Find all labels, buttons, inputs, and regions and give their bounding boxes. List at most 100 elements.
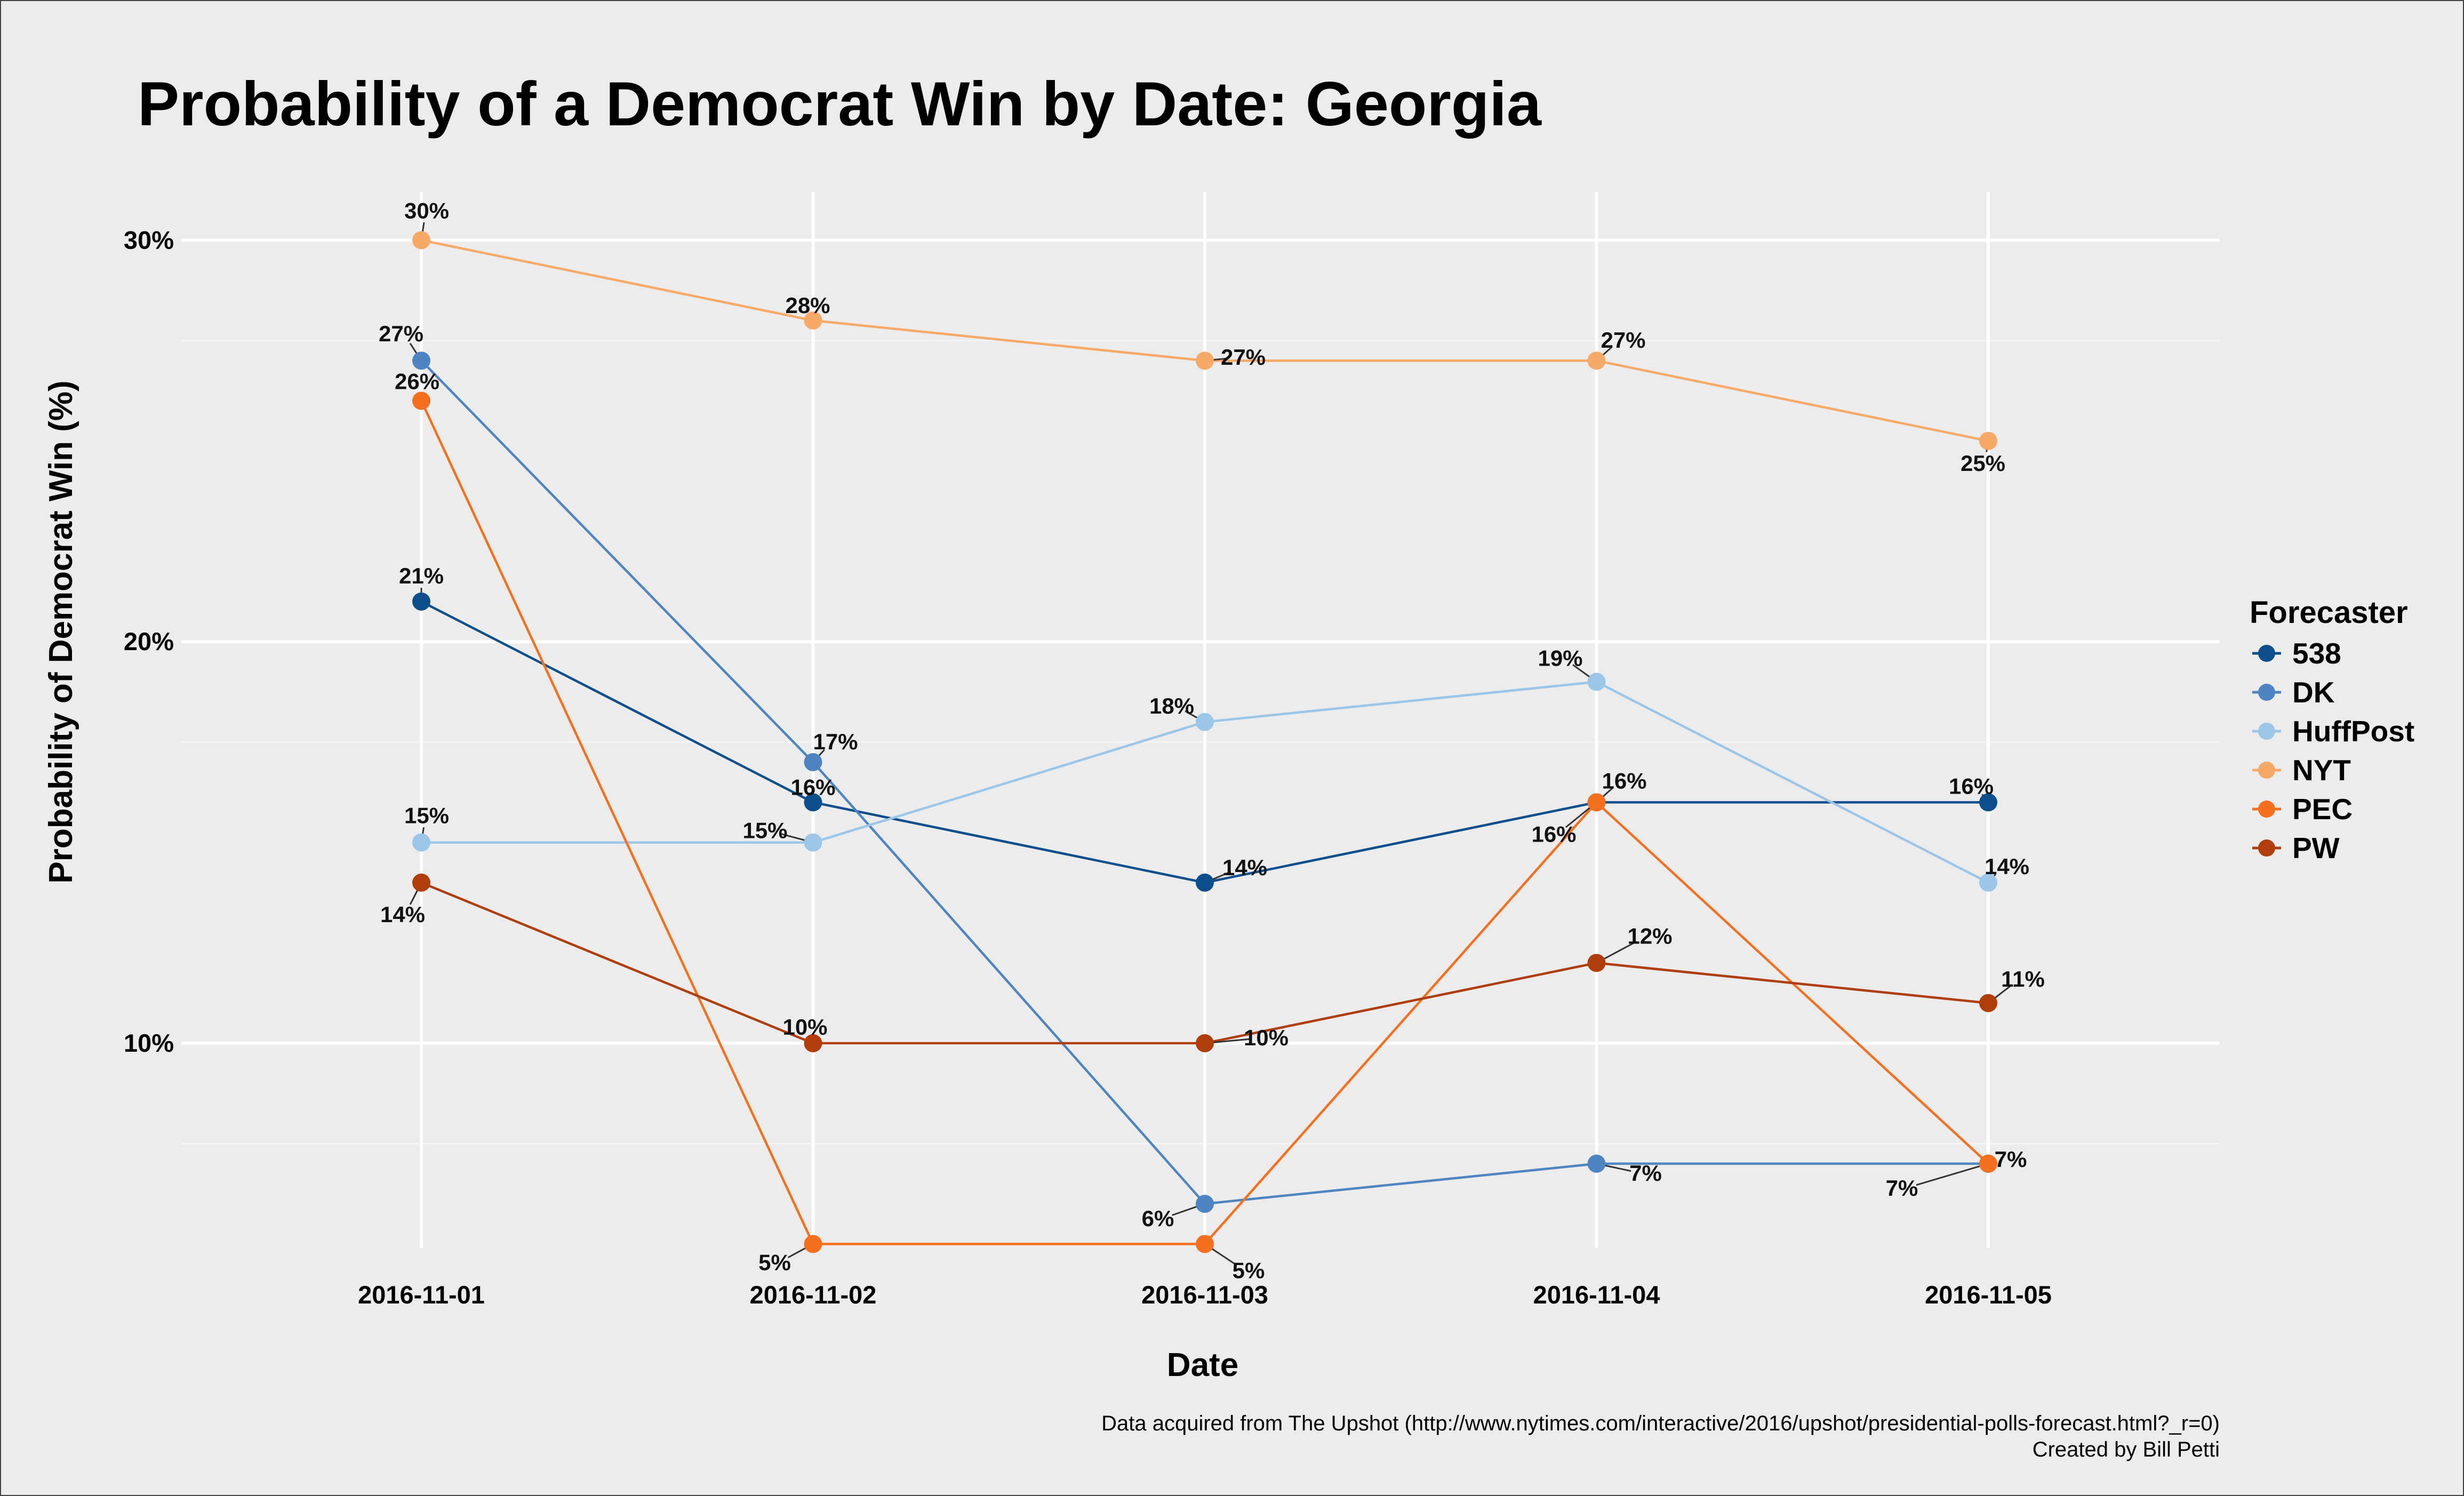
legend-item-dk: DK — [2252, 676, 2335, 709]
y-axis-ticks: 10% 20% 30% — [124, 226, 174, 1057]
data-label-538: 21% — [399, 563, 444, 588]
legend-item-pec: PEC — [2252, 793, 2353, 826]
data-point-538 — [1979, 793, 1997, 812]
data-label-huffpost: 14% — [1985, 854, 2029, 879]
legend-item-538: 538 — [2252, 637, 2341, 670]
data-point-huffpost — [1979, 873, 1997, 892]
data-label-dk: 17% — [813, 729, 858, 754]
data-label-nyt: 25% — [1961, 451, 2005, 476]
data-label-pw: 14% — [380, 902, 425, 927]
data-label-huffpost: 19% — [1538, 645, 1582, 670]
legend-label: PW — [2292, 831, 2340, 865]
x-tick-label: 2016-11-01 — [358, 1281, 485, 1309]
legend-item-pw: PW — [2252, 831, 2340, 865]
x-axis-title: Date — [1167, 1347, 1238, 1383]
legend-key-point — [2258, 723, 2275, 740]
data-label-huffpost: 15% — [404, 803, 449, 828]
legend-item-nyt: NYT — [2252, 754, 2351, 787]
data-point-nyt — [1587, 351, 1606, 370]
legend-label: HuffPost — [2292, 715, 2414, 748]
data-point-dk — [804, 753, 822, 772]
data-point-pw — [1196, 1034, 1214, 1053]
label-leader — [1916, 1163, 1989, 1186]
data-label-nyt: 27% — [1601, 327, 1645, 353]
data-label-538: 16% — [1602, 768, 1646, 793]
data-label-pec: 7% — [1886, 1175, 1918, 1201]
data-label-pw: 12% — [1627, 923, 1672, 948]
caption-source: Data acquired from The Upshot (http://ww… — [1101, 1412, 2220, 1435]
legend-title: Forecaster — [2250, 595, 2408, 630]
plot-area: 21% 16% 14% 16% 16% 27% 17% 6% 7% 7% 15% 15% 18% 19% 1… — [181, 192, 2220, 1283]
legend-key-point — [2258, 762, 2275, 779]
data-point-huffpost — [1587, 673, 1606, 691]
legend-label: DK — [2292, 676, 2335, 709]
data-label-pw: 10% — [782, 1014, 827, 1039]
chart-title: Probability of a Democrat Win by Date: G… — [138, 69, 1542, 139]
x-tick-label: 2016-11-03 — [1141, 1281, 1268, 1309]
data-point-huffpost — [412, 833, 430, 852]
data-point-dk — [1587, 1154, 1606, 1173]
legend-item-huffpost: HuffPost — [2252, 715, 2414, 748]
legend-key-point — [2258, 839, 2275, 857]
data-label-dk: 6% — [1142, 1206, 1174, 1231]
data-label-pw: 10% — [1244, 1025, 1289, 1050]
data-point-538 — [412, 592, 430, 611]
data-labels: 21% 16% 14% 16% 16% 27% 17% 6% 7% 7% 15% 15% 18% 19% 1… — [379, 198, 2045, 1283]
legend-label: PEC — [2292, 793, 2353, 826]
data-label-538: 16% — [790, 774, 835, 799]
data-label-dk: 27% — [379, 321, 423, 346]
data-point-dk — [412, 351, 430, 370]
data-label-nyt: 28% — [785, 293, 830, 318]
data-point-huffpost — [804, 833, 822, 852]
legend: Forecaster 538 DK HuffPost NYT PEC PW — [2250, 595, 2414, 865]
data-point-huffpost — [1196, 713, 1214, 731]
data-point-nyt — [1979, 431, 1997, 450]
data-point-538 — [804, 793, 822, 812]
data-label-dk: 7% — [1995, 1147, 2027, 1172]
data-label-pec: 26% — [395, 369, 439, 394]
data-point-nyt — [804, 311, 822, 330]
y-tick-label: 20% — [124, 627, 174, 655]
data-point-pw — [1979, 994, 1997, 1012]
data-label-pec: 5% — [758, 1250, 791, 1275]
legend-key-point — [2258, 645, 2275, 662]
data-label-pw: 11% — [2001, 966, 2045, 991]
legend-label: NYT — [2292, 754, 2351, 787]
data-point-pw — [1587, 954, 1606, 972]
x-tick-label: 2016-11-05 — [1925, 1281, 2052, 1309]
data-label-pec: 5% — [1233, 1258, 1265, 1283]
data-label-538: 14% — [1222, 855, 1267, 880]
y-axis-title: Probability of Democrat Win (%) — [43, 380, 79, 883]
data-label-pec: 16% — [1531, 821, 1576, 846]
data-label-huffpost: 18% — [1149, 693, 1194, 718]
legend-key-point — [2258, 684, 2275, 701]
x-tick-label: 2016-11-04 — [1533, 1281, 1660, 1309]
data-label-huffpost: 15% — [742, 818, 787, 843]
data-point-pec — [1587, 793, 1606, 812]
data-label-nyt: 30% — [404, 198, 449, 223]
data-label-dk: 7% — [1629, 1161, 1662, 1186]
data-point-nyt — [1196, 351, 1214, 370]
data-point-pec — [412, 391, 430, 410]
data-point-nyt — [412, 231, 430, 250]
x-axis-ticks: 2016-11-01 2016-11-02 2016-11-03 2016-11-04… — [358, 1281, 2052, 1309]
y-tick-label: 10% — [124, 1029, 174, 1057]
x-tick-label: 2016-11-02 — [750, 1281, 877, 1309]
y-tick-label: 30% — [124, 226, 174, 254]
data-label-538: 16% — [1949, 773, 1994, 798]
legend-label: 538 — [2292, 637, 2341, 670]
data-label-nyt: 27% — [1221, 345, 1266, 370]
data-point-pw — [412, 873, 430, 892]
data-point-pec — [1979, 1154, 1997, 1173]
caption-credit: Created by Bill Petti — [2033, 1438, 2220, 1461]
data-point-538 — [1196, 873, 1214, 892]
legend-key-point — [2258, 801, 2275, 818]
series-points — [412, 231, 1997, 1253]
label-leaders — [409, 222, 2011, 1266]
data-point-pec — [1196, 1235, 1214, 1253]
data-point-pw — [804, 1034, 822, 1053]
data-point-dk — [1196, 1195, 1214, 1213]
data-point-pec — [804, 1235, 822, 1253]
